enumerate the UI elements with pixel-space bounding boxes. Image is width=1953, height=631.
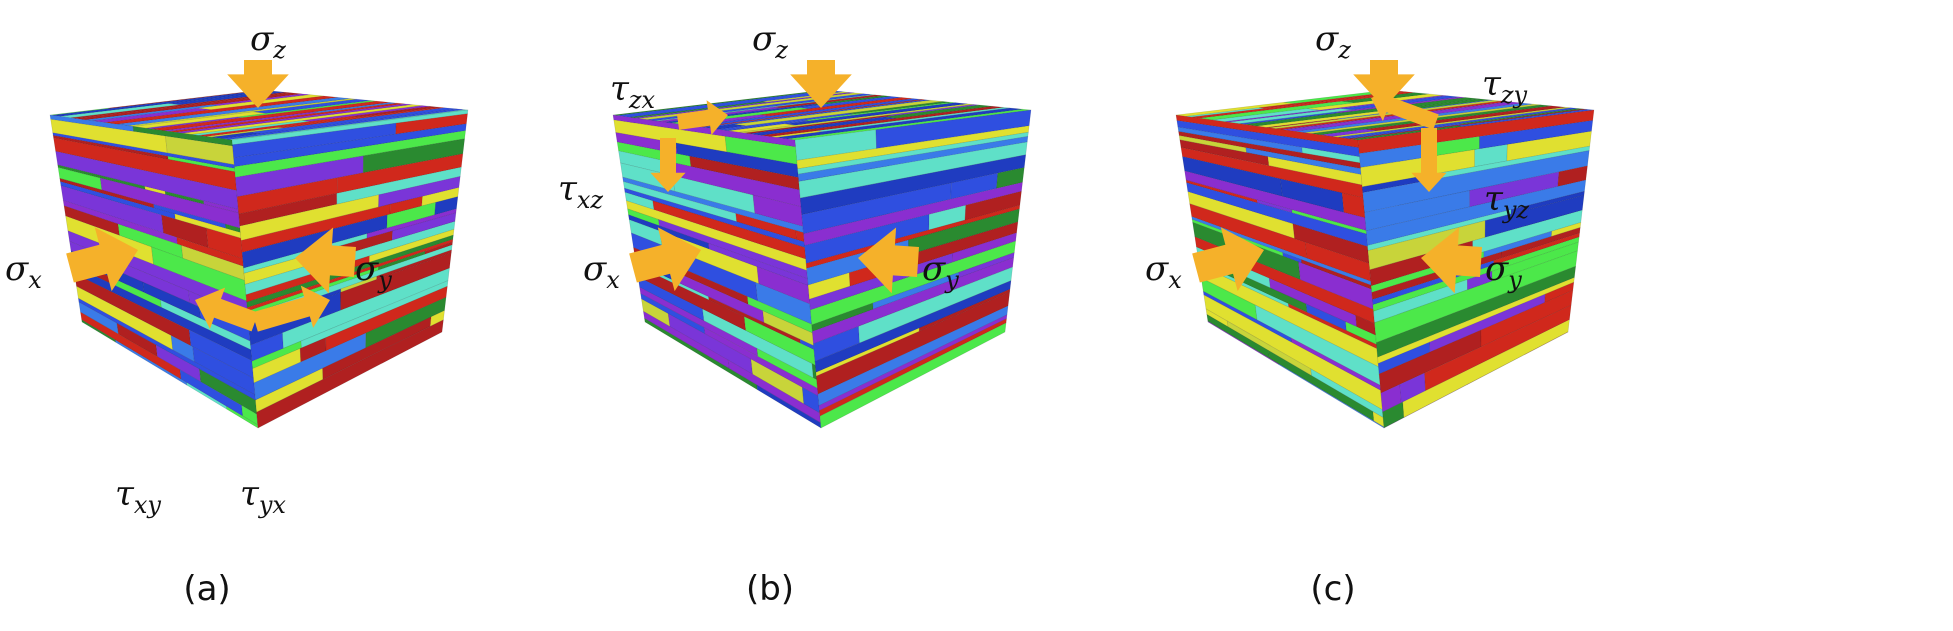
polycrystal-cube — [612, 89, 1032, 429]
stress-arrow — [66, 227, 138, 292]
sigma-z-label: σz — [250, 19, 286, 64]
stress-arrow — [650, 138, 686, 192]
stress-arrow — [252, 285, 330, 332]
sigma-x-label: σx — [5, 249, 42, 294]
stress-arrow — [676, 100, 728, 136]
stress-arrow — [1411, 128, 1447, 192]
tau-xy-label: τxy — [115, 474, 161, 519]
panel-caption: (a) — [183, 569, 230, 609]
right-face — [256, 319, 444, 429]
right-face — [819, 322, 1007, 429]
tau-zy-label: τzy — [1482, 64, 1527, 109]
stress-arrow — [1421, 227, 1482, 294]
stress-arrow — [790, 60, 852, 108]
sigma-x-label: σx — [1145, 249, 1182, 294]
stress-arrow — [1371, 88, 1439, 130]
stress-arrow — [295, 227, 356, 294]
right-face — [1467, 331, 1569, 385]
arrows — [629, 60, 919, 294]
polycrystal-cube — [1175, 89, 1595, 429]
tau-yx-label: τyx — [240, 474, 286, 519]
stress-arrow — [195, 287, 259, 332]
sigma-z-label: σz — [752, 19, 788, 64]
arrows — [1192, 60, 1482, 294]
sigma-x-label: σx — [583, 249, 620, 294]
sigma-z-label: σz — [1315, 19, 1351, 64]
tau-xz-label: τxz — [558, 169, 603, 214]
stress-arrow — [1192, 227, 1264, 292]
arrows — [66, 60, 356, 332]
panel-caption: (b) — [746, 569, 794, 609]
stress-arrow — [227, 60, 289, 108]
stress-arrow — [1353, 60, 1415, 108]
stress-arrow — [629, 227, 701, 292]
tau-zx-label: τzx — [610, 69, 655, 114]
panel-caption: (c) — [1310, 569, 1355, 609]
stress-arrow — [858, 227, 919, 294]
